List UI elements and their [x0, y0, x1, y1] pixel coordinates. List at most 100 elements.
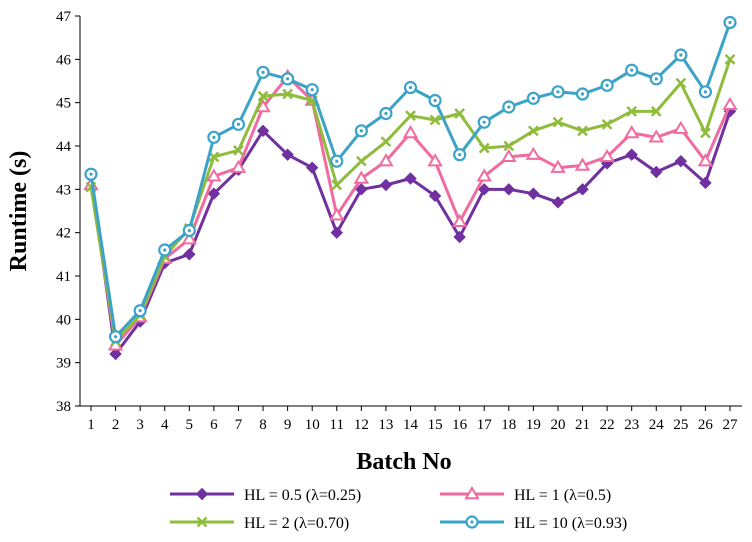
data-point-center: [531, 96, 535, 100]
data-point: [577, 125, 588, 137]
legend-label: HL = 1 (λ=0.5): [514, 487, 611, 504]
data-point: [697, 153, 714, 167]
data-point-center: [556, 90, 560, 94]
data-point-center: [163, 248, 167, 252]
series-4: [84, 15, 737, 344]
data-point: [230, 159, 247, 173]
data-point-center: [384, 111, 388, 116]
x-tick-label: 27: [723, 417, 739, 433]
data-point: [379, 178, 393, 192]
data-point-center: [507, 105, 511, 109]
data-point: [476, 168, 492, 182]
legend-item: HL = 10 (λ=0.93): [440, 515, 627, 532]
data-point: [700, 127, 711, 139]
data-point: [330, 226, 343, 239]
data-point: [502, 183, 516, 196]
data-point-center: [286, 77, 290, 81]
legend-marker: [195, 487, 209, 501]
series-layer: [83, 15, 738, 361]
data-point: [305, 161, 319, 174]
data-point: [623, 125, 640, 139]
data-point: [331, 179, 343, 191]
data-point: [454, 108, 466, 119]
x-tick-label: 1: [87, 417, 95, 433]
data-point: [650, 105, 662, 117]
series-line: [89, 58, 732, 343]
data-point: [525, 146, 542, 160]
x-tick-label: 26: [698, 417, 714, 433]
data-point-center: [187, 228, 191, 233]
data-point: [405, 110, 416, 122]
data-point: [355, 183, 368, 196]
data-point: [427, 153, 443, 167]
data-point: [576, 183, 589, 196]
legend-marker: [464, 486, 480, 500]
y-tick-label: 39: [56, 356, 71, 372]
data-point-center: [113, 335, 118, 339]
y-tick-label: 42: [56, 226, 71, 242]
y-tick-label: 41: [56, 269, 71, 285]
data-point-center: [335, 159, 339, 163]
data-point-center: [236, 122, 241, 126]
x-tick-label: 12: [354, 417, 369, 433]
data-point-center: [630, 68, 634, 72]
data-point: [722, 96, 738, 111]
data-point: [551, 196, 565, 209]
data-point-center: [212, 135, 216, 139]
data-point-center: [728, 20, 732, 25]
data-point: [233, 144, 244, 156]
data-point: [380, 136, 392, 148]
data-point: [281, 148, 294, 161]
data-point: [673, 120, 689, 134]
x-tick-label: 25: [673, 417, 688, 433]
data-point: [501, 148, 517, 163]
x-axis-title: Batch No: [356, 449, 451, 475]
data-point-center: [359, 129, 363, 133]
data-point: [207, 187, 221, 200]
data-point-center: [261, 70, 265, 74]
data-point: [109, 347, 122, 361]
data-point-center: [703, 90, 708, 94]
data-point-center: [470, 520, 474, 524]
x-ticks: 1 2 3 4 5 6 7 8 9 10 11 12 13 14 15 16 17 18 19 20 21 22 23 24 2…: [87, 406, 738, 433]
data-point: [527, 187, 540, 200]
data-point: [574, 157, 591, 171]
data-point-center: [605, 83, 609, 87]
y-ticks: 38 39 40 41 42 43 44 45 46 47: [56, 9, 80, 415]
x-tick-label: 23: [624, 417, 639, 433]
x-tick-label: 3: [136, 417, 144, 433]
y-tick-label: 38: [56, 399, 71, 415]
x-tick-label: 21: [575, 417, 590, 433]
legend: HL = 0.5 (λ=0.25) HL = 1 (λ=0.5) HL = 2 (λ…: [170, 486, 627, 532]
data-point: [674, 154, 688, 168]
data-point: [453, 230, 466, 244]
data-point: [257, 90, 269, 102]
x-tick-label: 4: [161, 417, 169, 433]
data-point-center: [433, 98, 437, 103]
data-point: [329, 207, 345, 221]
x-tick-label: 17: [477, 417, 493, 433]
legend-label: HL = 10 (λ=0.93): [514, 515, 627, 532]
data-point: [528, 125, 539, 137]
x-tick-label: 2: [112, 417, 120, 433]
data-point-center: [580, 92, 585, 96]
data-point: [402, 125, 419, 139]
y-tick-label: 46: [56, 52, 72, 68]
data-point: [675, 77, 687, 89]
data-point-center: [679, 53, 683, 57]
x-tick-label: 13: [378, 417, 393, 433]
x-tick-label: 24: [649, 417, 665, 433]
x-tick-label: 6: [210, 417, 218, 433]
data-point-center: [654, 77, 658, 81]
x-tick-label: 19: [526, 417, 541, 433]
legend-item: HL = 2 (λ=0.70): [170, 515, 349, 532]
data-point: [550, 159, 566, 173]
data-point-center: [89, 172, 93, 176]
data-point-center: [482, 120, 486, 124]
data-point: [552, 116, 564, 128]
y-tick-label: 44: [56, 139, 72, 155]
x-tick-label: 5: [186, 417, 194, 433]
series-1: [84, 105, 737, 361]
x-tick-label: 8: [259, 417, 267, 433]
